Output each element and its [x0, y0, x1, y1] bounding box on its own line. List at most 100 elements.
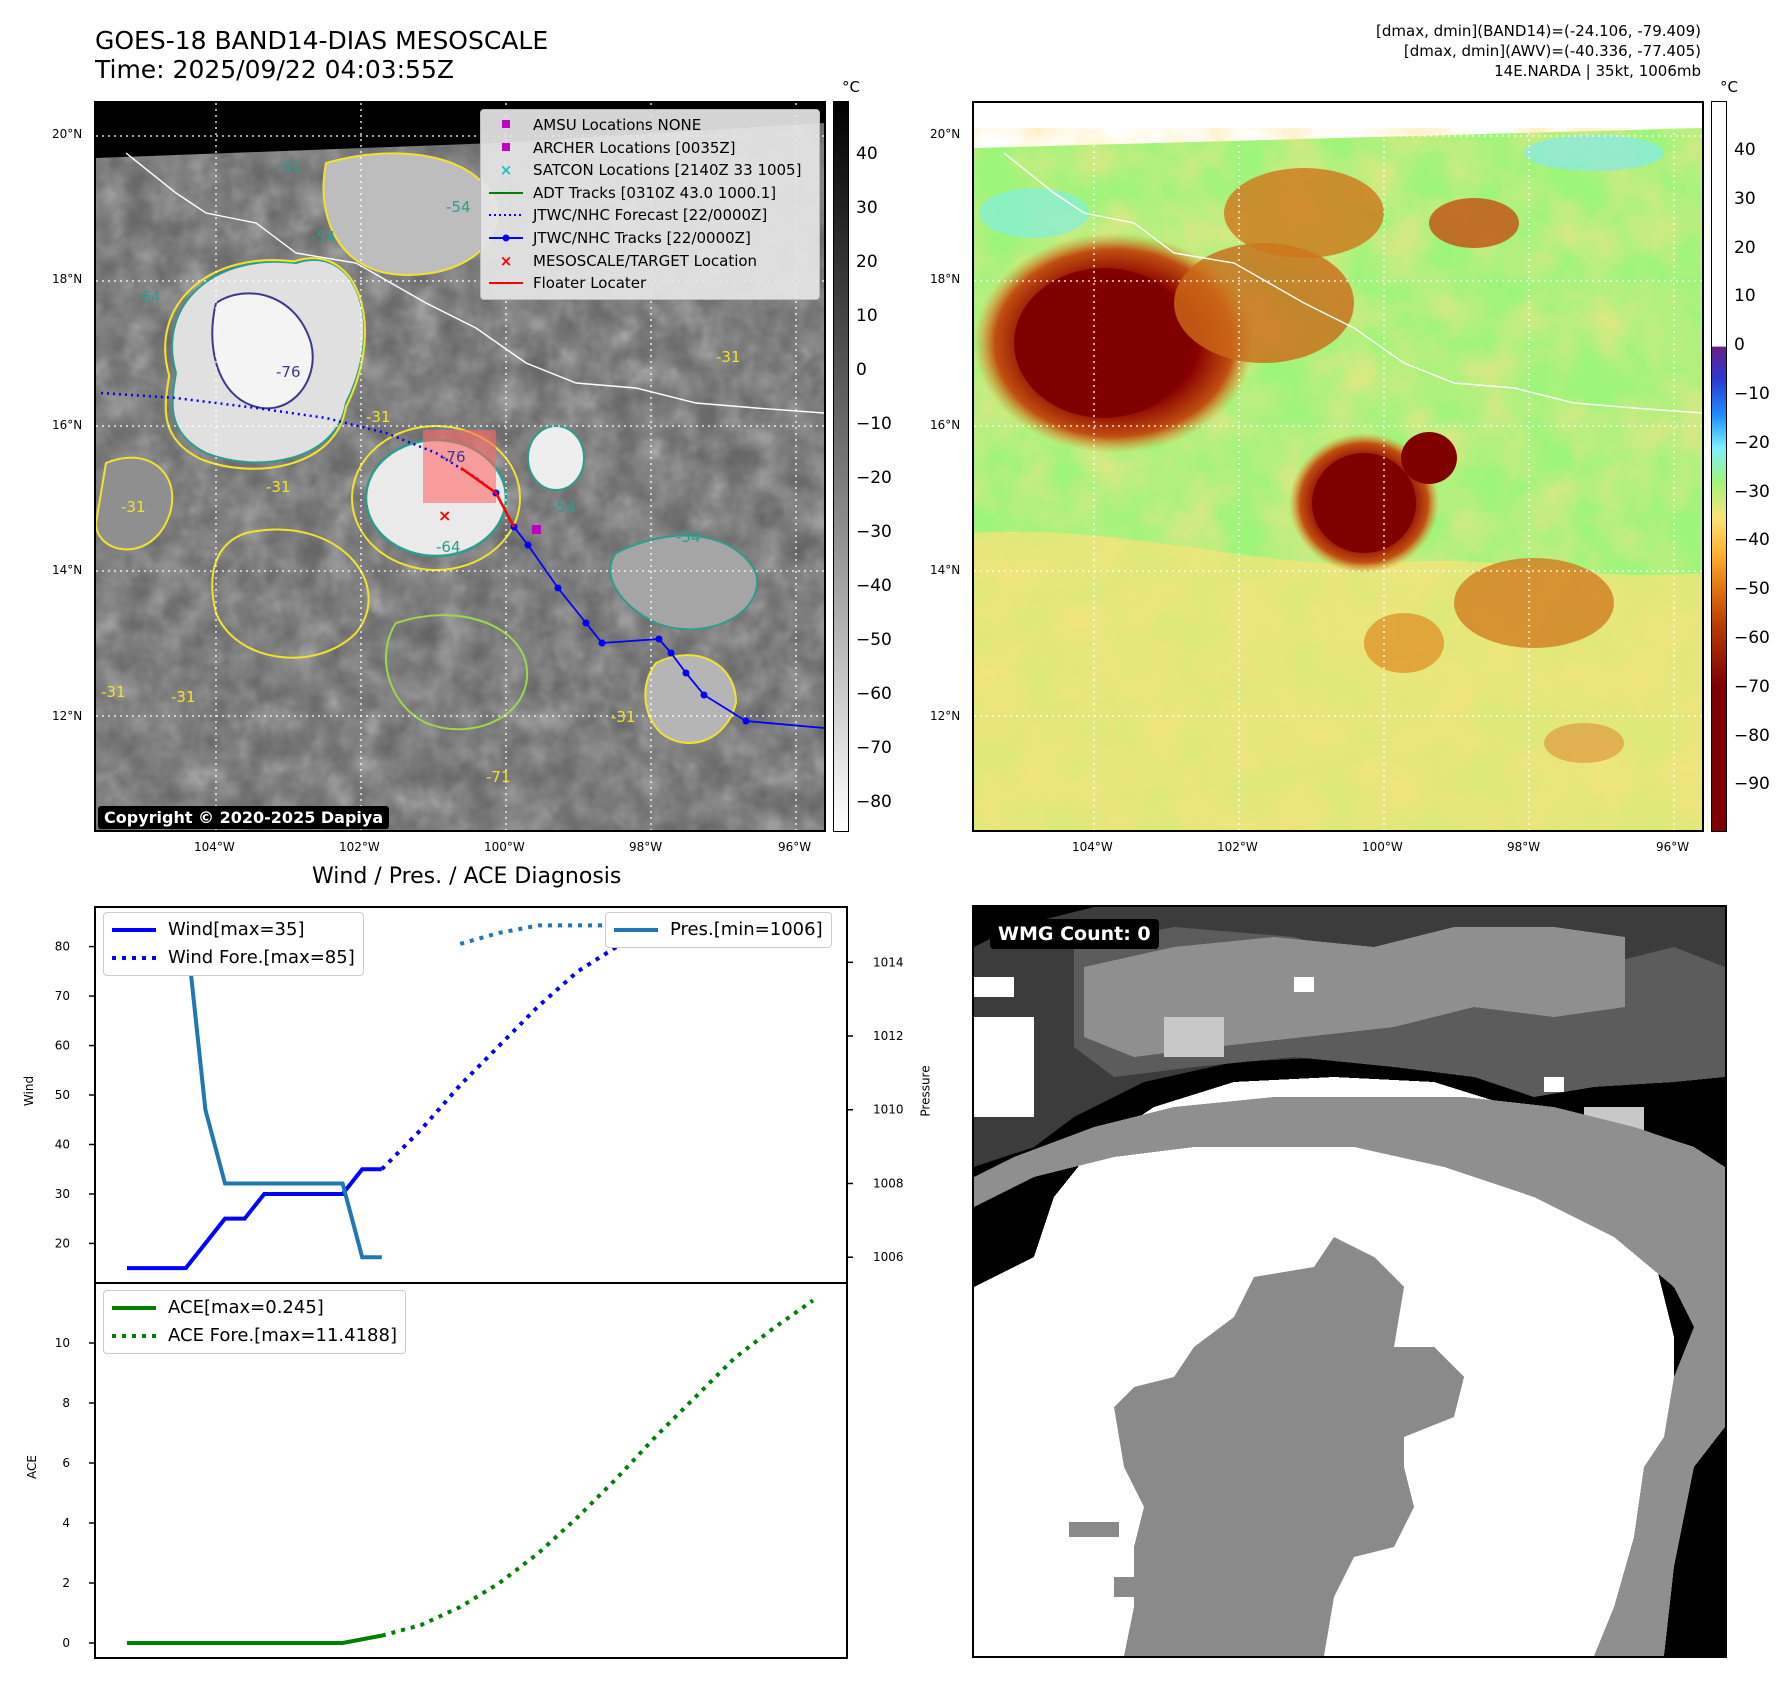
legend-item-amsu: AMSU Locations NONE: [489, 114, 811, 137]
wmg-count-badge: WMG Count: 0: [990, 919, 1159, 949]
lon-label: 102°W: [1217, 840, 1258, 854]
contour-label: -54: [551, 498, 576, 516]
wind-ytick-label: 40: [55, 1137, 70, 1151]
square-marker-icon: [489, 114, 523, 137]
pressure-ytick-label: 1008: [873, 1176, 904, 1190]
wind-ytick-label: 60: [55, 1039, 70, 1053]
legend-item-forecast: JTWC/NHC Forecast [22/0000Z]: [489, 204, 811, 227]
x-marker-icon: ×: [499, 161, 513, 180]
pressure-ylabel: Pressure: [918, 1065, 933, 1117]
ace-ytick-label: 10: [55, 1336, 70, 1350]
legend-label: ACE[max=0.245]: [168, 1297, 324, 1318]
contour-label: -31: [611, 708, 636, 726]
contour-label: -31: [101, 683, 126, 701]
awv-map-image: [974, 103, 1702, 830]
contour-label: -71: [486, 768, 511, 786]
lat-label: 18°N: [930, 272, 961, 286]
series-line-ace-fore-max-11-4188-: [381, 1298, 815, 1638]
colorbar-tick-label: −40: [1734, 530, 1770, 551]
lat-label: 20°N: [52, 127, 83, 141]
lon-label: 96°W: [1656, 840, 1690, 854]
line-icon: [489, 272, 523, 295]
contour-label: -31: [366, 408, 391, 426]
lat-label: 12°N: [930, 709, 961, 723]
colorbar-tick-label: −80: [1734, 725, 1770, 746]
legend-item-satcon: × SATCON Locations [2140Z 33 1005]: [489, 159, 811, 182]
lat-label: 14°N: [52, 563, 83, 577]
ir-map-legend: AMSU Locations NONE ARCHER Locations [00…: [480, 109, 820, 300]
legend-label: Pres.[min=1006]: [670, 919, 823, 940]
contour-label: -31: [266, 478, 291, 496]
colorbar-tick-label: 0: [1734, 335, 1745, 356]
ace-ytick-label: 4: [62, 1516, 70, 1530]
colorbar-tick-label: −20: [1734, 432, 1770, 453]
legend-item-tracks: JTWC/NHC Tracks [22/0000Z]: [489, 227, 811, 250]
legend-item-ace: ACE[max=0.245]: [112, 1294, 397, 1322]
ace-legend: ACE[max=0.245] ACE Fore.[max=11.4188]: [103, 1290, 406, 1354]
colorbar-tick-label: −30: [1734, 481, 1770, 502]
colorbar-tick-label: −20: [856, 468, 892, 488]
line-icon: [614, 928, 658, 932]
ace-ytick-label: 0: [62, 1636, 70, 1650]
legend-item-target: × MESOSCALE/TARGET Location: [489, 250, 811, 273]
dotted-line-icon: [489, 204, 523, 227]
legend-label: JTWC/NHC Forecast [22/0000Z]: [533, 206, 768, 225]
contour-label: -76: [276, 363, 301, 381]
colorbar-tick-label: 30: [856, 198, 878, 218]
ace-ytick-label: 8: [62, 1396, 70, 1410]
diagnosis-chart: 20 30 40 50 60 70 80 1006 1008 1010 1012 1014 0 2 4 6 8…: [55, 906, 904, 1659]
line-dot-icon: [489, 227, 523, 250]
legend-item-adt: ADT Tracks [0310Z 43.0 1000.1]: [489, 182, 811, 205]
awv-colorbar-unit: °C: [1720, 78, 1738, 96]
legend-label: Wind[max=35]: [168, 919, 305, 940]
series-line-pres-fore-: [459, 923, 813, 946]
wind-ytick-label: 20: [55, 1236, 70, 1250]
lat-label: 16°N: [930, 418, 961, 432]
legend-label: Wind Fore.[max=85]: [168, 947, 355, 968]
pressure-ytick-label: 1010: [873, 1103, 904, 1117]
colorbar-tick-label: −60: [856, 684, 892, 704]
lat-label: 20°N: [930, 127, 961, 141]
legend-label: ARCHER Locations [0035Z]: [533, 138, 736, 157]
wind-ytick-label: 70: [55, 989, 70, 1003]
legend-item-pres: Pres.[min=1006]: [614, 916, 823, 944]
pressure-ytick-label: 1014: [873, 955, 904, 969]
lat-label: 12°N: [52, 709, 83, 723]
colorbar-tick-label: −80: [856, 792, 892, 812]
lon-label: 96°W: [778, 840, 812, 854]
wind-ytick-label: 30: [55, 1187, 70, 1201]
lon-label: 100°W: [1362, 840, 1403, 854]
legend-label: Floater Locater: [533, 274, 647, 293]
legend-label: ACE Fore.[max=11.4188]: [168, 1325, 397, 1346]
legend-label: MESOSCALE/TARGET Location: [533, 251, 758, 270]
colorbar-tick-label: 30: [1734, 188, 1756, 209]
contour-label: -54: [446, 198, 471, 216]
legend-label: SATCON Locations [2140Z 33 1005]: [533, 161, 802, 180]
contour-label: -64: [136, 288, 161, 306]
dotted-line-icon: [112, 1334, 156, 1338]
svg-text:×: ×: [438, 506, 451, 525]
ir-colorbar: [833, 101, 849, 832]
awv-colorbar: [1711, 101, 1727, 832]
legend-label: ADT Tracks [0310Z 43.0 1000.1]: [533, 183, 777, 202]
pressure-legend: Pres.[min=1006]: [605, 912, 832, 948]
square-marker-icon: [489, 137, 523, 160]
colorbar-tick-label: −30: [856, 522, 892, 542]
colorbar-tick-label: 10: [856, 306, 878, 326]
contour-label: -76: [441, 448, 466, 466]
wmg-panel: WMG Count: 0: [972, 905, 1727, 1658]
page-subtitle-time: Time: 2025/09/22 04:03:55Z: [95, 55, 454, 84]
colorbar-tick-label: 20: [856, 252, 878, 272]
colorbar-tick-label: −70: [1734, 676, 1770, 697]
colorbar-tick-label: −10: [1734, 384, 1770, 404]
line-icon: [112, 1306, 156, 1310]
awv-map-panel: [972, 101, 1704, 832]
colorbar-tick-label: 10: [1734, 286, 1756, 307]
contour-label: -31: [276, 158, 301, 176]
copyright-badge: Copyright © 2020-2025 Dapiya: [98, 806, 390, 829]
colorbar-tick-label: −70: [856, 738, 892, 758]
contour-label: -31: [716, 348, 741, 366]
lat-label: 16°N: [52, 418, 83, 432]
wind-legend: Wind[max=35] Wind Fore.[max=85]: [103, 912, 364, 976]
ace-ytick-label: 6: [62, 1456, 70, 1470]
